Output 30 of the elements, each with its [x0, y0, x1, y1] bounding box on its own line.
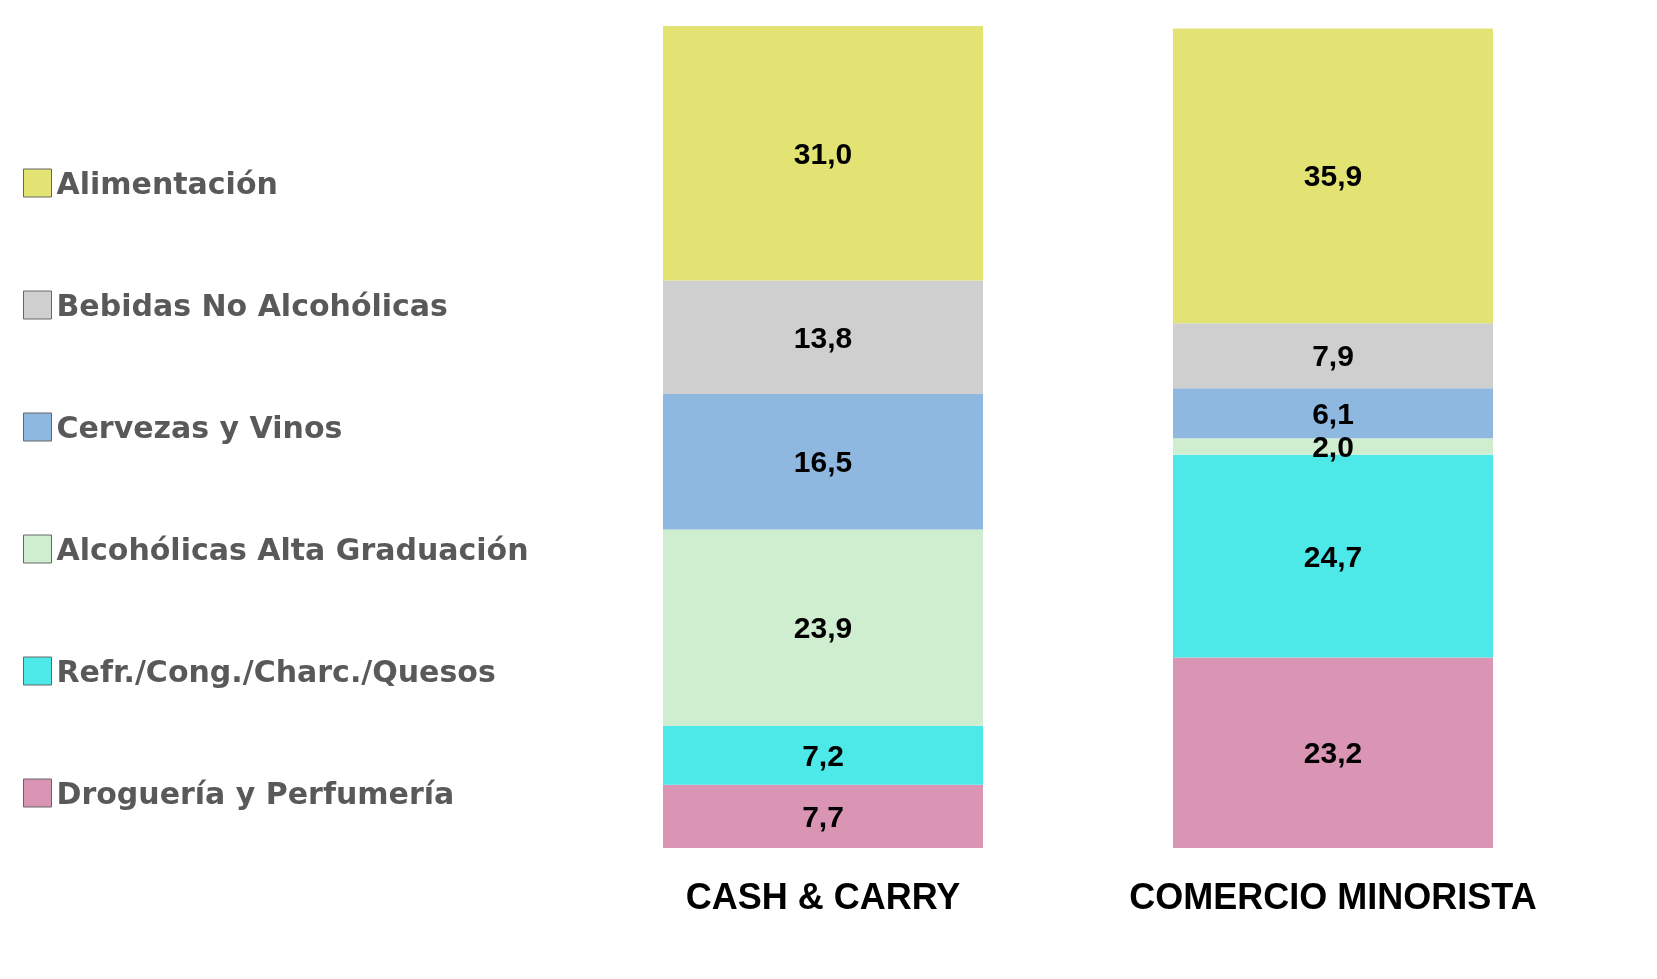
bar	[663, 725, 983, 785]
data-label: 6,1	[1312, 396, 1354, 430]
legend-label: Alimentación	[56, 165, 278, 201]
legend-label: Droguería y Perfumería	[56, 775, 455, 811]
bar	[1173, 657, 1493, 848]
legend-label: Cervezas y Vinos	[56, 409, 343, 445]
bar	[663, 529, 983, 726]
x-tick-label: CASH & CARRY	[685, 875, 961, 917]
data-label: 31,0	[793, 136, 853, 170]
bar	[1173, 28, 1493, 324]
data-label: 7,2	[802, 738, 844, 772]
data-label: 23,9	[793, 611, 853, 645]
x-tick-label: COMERCIO MINORISTA	[1129, 875, 1537, 917]
data-label: 23,2	[1303, 736, 1363, 770]
legend-label: Bebidas No Alcohólicas	[56, 287, 448, 323]
data-label: 16,5	[793, 445, 853, 479]
bar	[663, 26, 983, 281]
bar	[1173, 388, 1493, 439]
data-label: 7,7	[802, 799, 844, 833]
bar	[1173, 323, 1493, 389]
data-label: 24,7	[1303, 539, 1363, 573]
data-label: 2,0	[1312, 429, 1354, 463]
bar	[663, 280, 983, 394]
data-label: 35,9	[1303, 159, 1363, 193]
data-label: 13,8	[793, 320, 853, 354]
legend-label: Alcohólicas Alta Graduación	[56, 531, 529, 567]
bar	[663, 393, 983, 530]
legend-label: Refr./Cong./Charc./Quesos	[56, 653, 496, 689]
bar	[663, 784, 983, 848]
data-label: 7,9	[1312, 339, 1354, 373]
